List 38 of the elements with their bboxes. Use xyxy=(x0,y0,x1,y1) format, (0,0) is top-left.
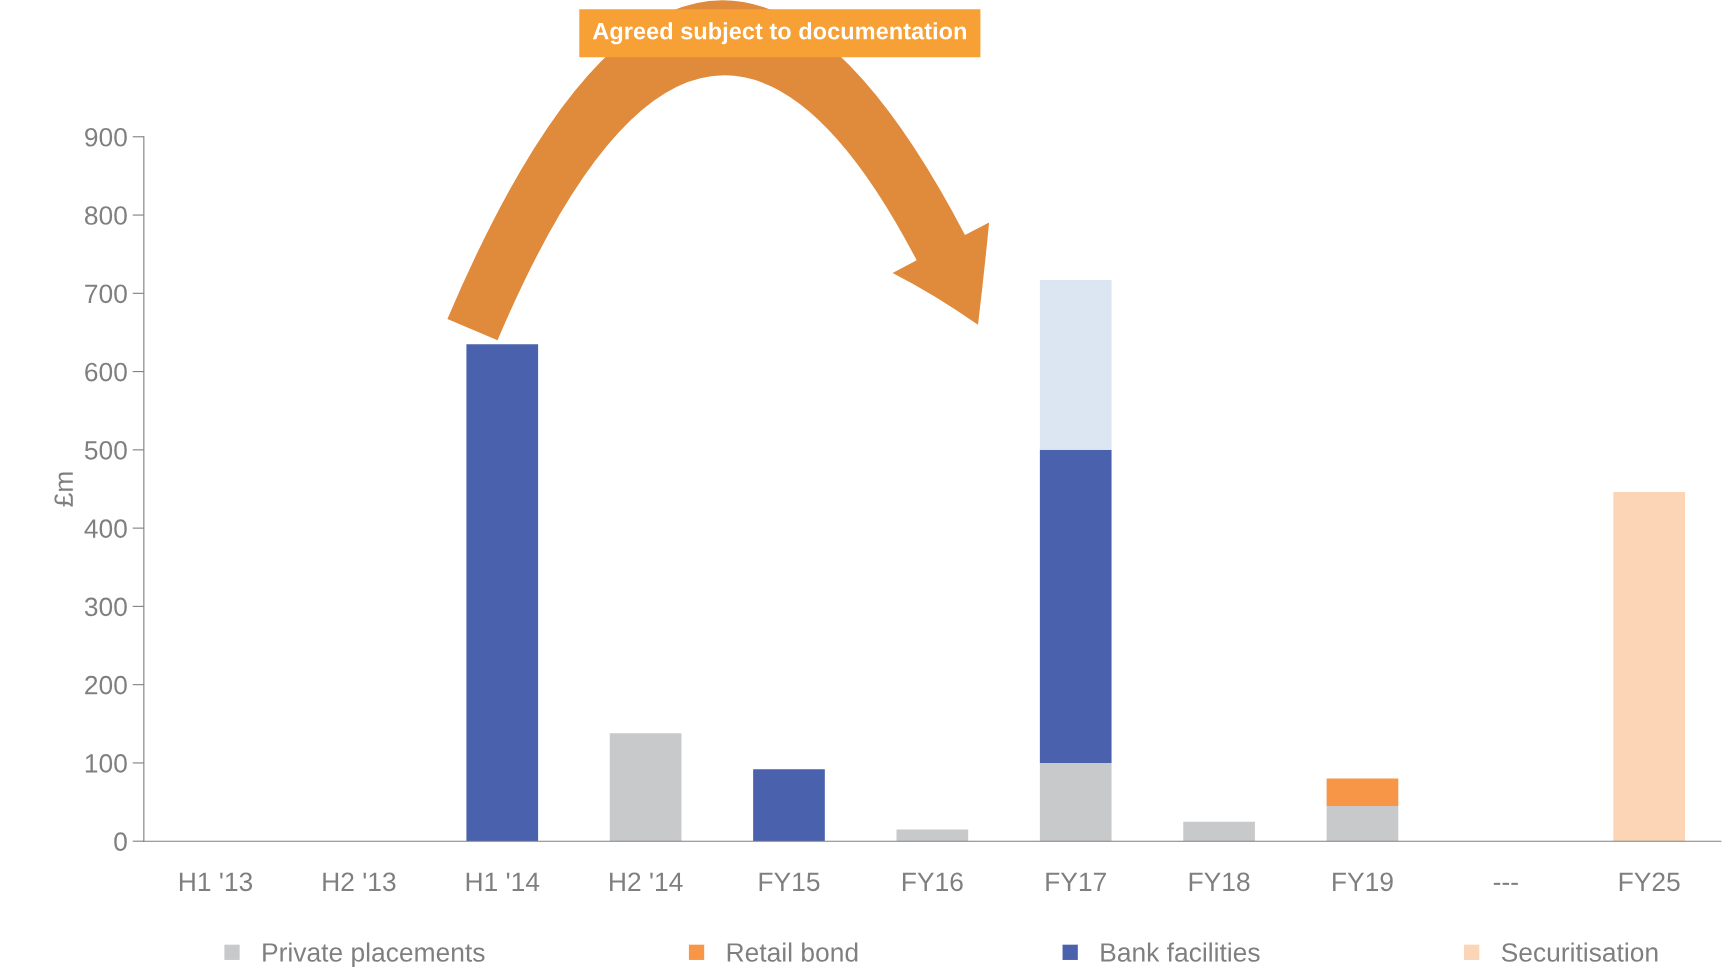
x-tick-label: H2 '13 xyxy=(323,872,396,892)
bar xyxy=(609,733,682,842)
x-tick-label: FY16 xyxy=(902,872,963,892)
text: Agreed subject to documentation xyxy=(592,22,966,45)
y-tick-label: 500 xyxy=(84,440,127,460)
bar xyxy=(896,829,969,842)
y-axis-title: £m xyxy=(54,472,73,507)
x-tick-label: FY18 xyxy=(1189,872,1250,892)
y-tick-label: 0 xyxy=(114,832,127,852)
x-tick-label: FY19 xyxy=(1333,872,1393,892)
legend-label: Bank facilities xyxy=(1101,942,1260,962)
x-tick-label: H2 '14 xyxy=(610,872,683,891)
x-tick-label: H1 '13 xyxy=(179,872,253,892)
legend-label: Retail bond xyxy=(727,942,858,962)
y-tick-label: 300 xyxy=(84,597,127,617)
bar xyxy=(1183,821,1255,842)
x-tick-label: FY17 xyxy=(1046,872,1106,891)
y-tick-label: 100 xyxy=(85,754,127,773)
bar xyxy=(1613,492,1686,842)
bar xyxy=(1039,449,1112,763)
legend-label: Private placements xyxy=(263,942,485,968)
bar xyxy=(1039,280,1112,450)
y-tick-label: 800 xyxy=(84,206,127,225)
bar xyxy=(1326,778,1399,806)
x-tick-label: FY15 xyxy=(759,872,820,892)
legend-label: Securitisation xyxy=(1501,942,1658,962)
y-tick-label: 900 xyxy=(85,127,127,147)
bar xyxy=(466,344,539,842)
bar xyxy=(1326,805,1399,842)
y-tick-label: 600 xyxy=(85,362,127,382)
x-tick-label: FY25 xyxy=(1619,872,1680,892)
bar xyxy=(1039,762,1112,842)
x-tick-label: --- xyxy=(1493,882,1518,885)
bar xyxy=(753,769,825,842)
y-tick-label: 400 xyxy=(84,519,127,538)
y-tick-label: 200 xyxy=(85,675,127,695)
x-tick-label: H1 '14 xyxy=(466,872,540,891)
y-tick-label: 700 xyxy=(85,284,127,304)
